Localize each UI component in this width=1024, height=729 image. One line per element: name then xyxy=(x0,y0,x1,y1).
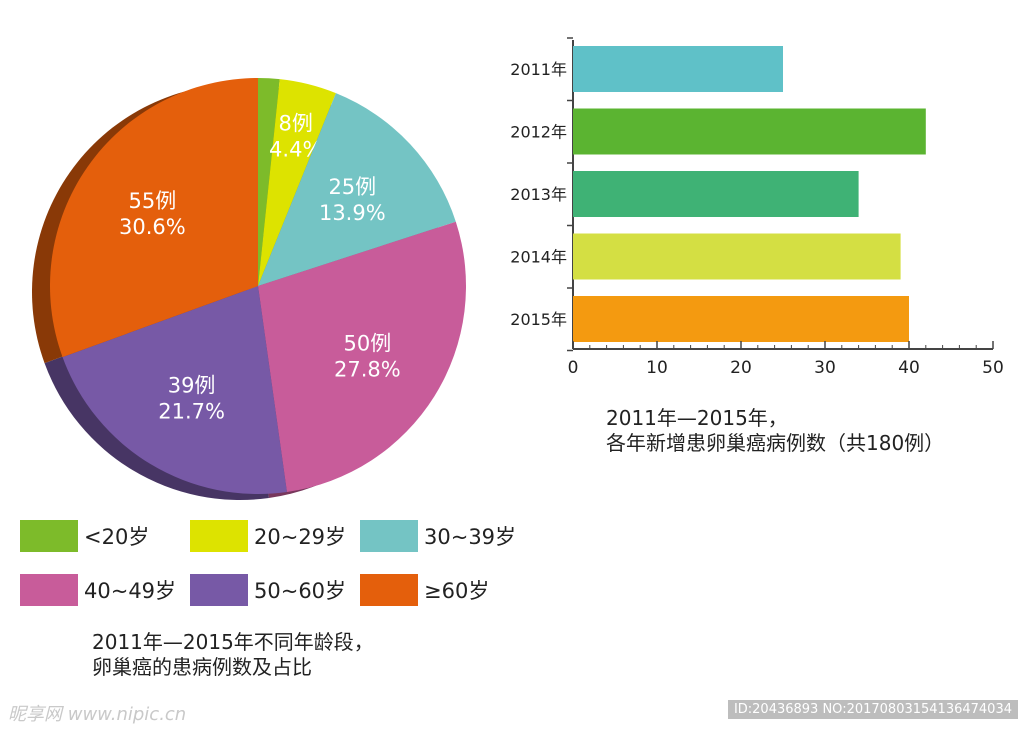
legend-swatch xyxy=(20,520,78,552)
bar-caption: 2011年—2015年， 各年新增患卵巢癌病例数（共180例） xyxy=(606,406,944,456)
legend-item: ≥60岁 xyxy=(360,572,489,608)
pie-percent-label: 30.6% xyxy=(119,215,186,239)
legend-label: 30~39岁 xyxy=(424,525,517,549)
pie-count-label: 55例 xyxy=(128,189,176,213)
bar-chart: 2011年 2012年 2013年 2014年 2015年 0 10 20 30 40 50 xyxy=(510,37,1004,378)
y-tick-label: 2012年 xyxy=(510,123,567,142)
pie-count-label: 50例 xyxy=(343,331,391,355)
y-tick-label: 2011年 xyxy=(510,60,567,79)
pie-percent-label: 21.7% xyxy=(158,400,225,424)
pie-count-label: 25例 xyxy=(328,175,376,199)
legend-label: 40~49岁 xyxy=(84,579,177,603)
pie-slice xyxy=(62,286,287,495)
bar xyxy=(573,233,901,280)
bar-caption-line2: 各年新增患卵巢癌病例数（共180例） xyxy=(606,431,945,455)
legend-swatch xyxy=(20,574,78,606)
bar xyxy=(573,296,909,342)
legend-item: <20岁 xyxy=(20,518,149,554)
x-tick-label: 20 xyxy=(730,358,752,378)
x-tick-label: 50 xyxy=(982,358,1004,378)
pie-slice xyxy=(258,78,280,286)
legend-label: 50~60岁 xyxy=(254,579,347,603)
pie-slice xyxy=(258,93,456,287)
pie-percent-label: 13.9% xyxy=(319,201,386,225)
watermark-id: ID:20436893 NO:20170803154136474034 xyxy=(727,700,1018,719)
pie-caption-line2: 卵巢癌的患病例数及占比 xyxy=(92,655,312,679)
x-tick-label: 0 xyxy=(568,358,579,378)
watermark-logo: 昵享网 www.nipic.cn xyxy=(8,704,187,725)
legend-swatch xyxy=(190,574,248,606)
pie-count-label: 8例 xyxy=(279,112,313,136)
legend-item: 50~60岁 xyxy=(190,572,346,608)
y-tick-label: 2013年 xyxy=(510,185,567,204)
bar xyxy=(573,108,926,155)
pie-slice xyxy=(49,78,258,358)
legend-label: ≥60岁 xyxy=(424,579,490,603)
legend-swatch xyxy=(360,574,418,606)
legend-item: 40~49岁 xyxy=(20,572,176,608)
pie-slice xyxy=(258,221,467,492)
pie-percent-label: 27.8% xyxy=(334,357,401,381)
pie-slice xyxy=(258,79,336,287)
legend-item: 20~29岁 xyxy=(190,518,346,554)
bar xyxy=(573,46,783,92)
legend-swatch xyxy=(190,520,248,552)
legend-item: 30~39岁 xyxy=(360,518,516,554)
pie-count-label: 39例 xyxy=(168,374,216,398)
legend-label: 20~29岁 xyxy=(254,525,347,549)
bar xyxy=(573,171,859,217)
x-tick-label: 30 xyxy=(814,358,836,378)
legend-swatch xyxy=(360,520,418,552)
x-tick-label: 40 xyxy=(898,358,920,378)
y-tick-label: 2015年 xyxy=(510,310,567,329)
y-tick-label: 2014年 xyxy=(510,248,567,267)
legend-label: <20岁 xyxy=(84,525,150,549)
x-tick-label: 10 xyxy=(646,358,668,378)
pie-caption: 2011年—2015年不同年龄段， 卵巢癌的患病例数及占比 xyxy=(92,630,374,680)
bar-caption-line1: 2011年—2015年， xyxy=(606,406,788,430)
pie-caption-line1: 2011年—2015年不同年龄段， xyxy=(92,630,374,654)
